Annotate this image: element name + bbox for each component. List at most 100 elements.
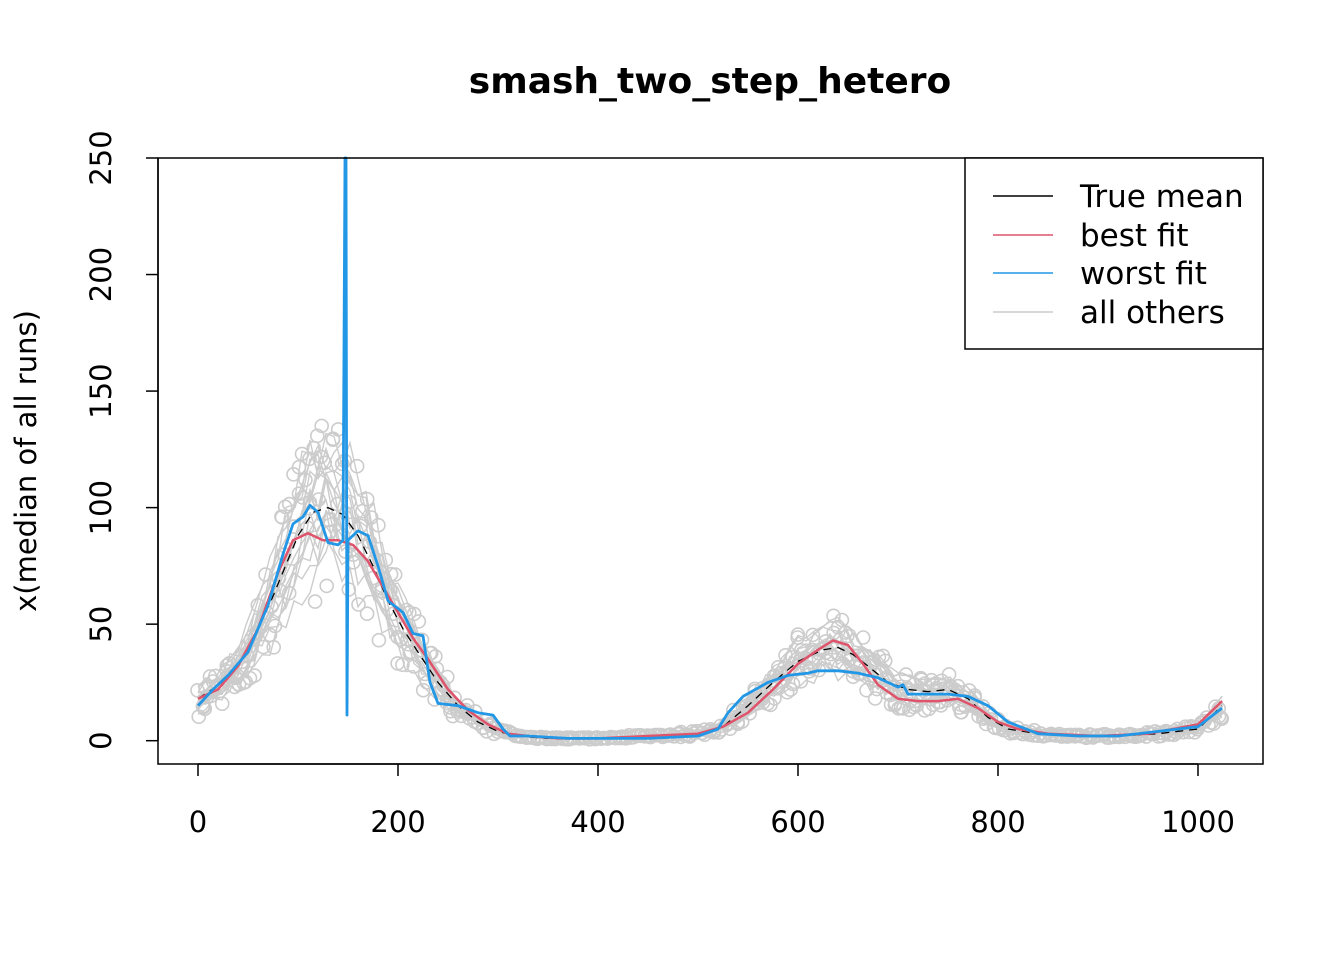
others-point [419, 675, 435, 690]
legend: True mean best fit worst fit all others [964, 157, 1264, 350]
others-point [307, 594, 323, 609]
others-point [291, 486, 307, 502]
x-axis: 0 200 400 600 800 1000 [189, 763, 1235, 839]
others-point [898, 667, 914, 682]
others-point [767, 691, 782, 706]
others-point [387, 567, 403, 582]
others-point [294, 446, 310, 462]
x-tick-label: 400 [570, 805, 625, 839]
legend-label-true-mean: True mean [1079, 179, 1244, 215]
others-point [778, 647, 793, 663]
others-point [258, 567, 273, 582]
others-point [435, 678, 451, 693]
others-point [1197, 713, 1212, 729]
others-point [247, 668, 262, 683]
chart-title: smash_two_step_hetero [469, 61, 951, 102]
y-axis-label: x(median of all runs) [9, 310, 43, 612]
others-point [417, 666, 433, 682]
others-point [277, 499, 293, 515]
others-point [395, 657, 410, 673]
others-point [267, 618, 283, 634]
y-tick-label: 0 [84, 731, 118, 749]
others-point [1214, 711, 1230, 727]
others-point [983, 712, 999, 727]
others-point [406, 606, 422, 622]
others-point [867, 691, 883, 706]
others-point [790, 627, 806, 642]
others-point [349, 458, 365, 474]
others-point [214, 696, 230, 712]
others-point [406, 659, 422, 674]
x-tick-label: 1000 [1161, 805, 1235, 839]
series-true-mean-line [197, 506, 1223, 740]
others-point [266, 639, 282, 655]
others-point [402, 645, 418, 661]
others-point [291, 459, 307, 475]
others-point [1211, 701, 1226, 716]
others-point [371, 517, 386, 533]
others-point [197, 701, 213, 717]
others-point [319, 578, 335, 594]
others-run-line [197, 502, 1223, 740]
others-point [803, 661, 819, 676]
others-point [351, 597, 366, 612]
others-point [359, 606, 375, 622]
others-point [785, 676, 801, 692]
legend-label-all-others: all others [1080, 295, 1225, 331]
others-point [302, 494, 318, 510]
others-point [941, 667, 957, 682]
series-worst-fit-line [196, 156, 1223, 740]
y-tick-label: 150 [84, 363, 118, 418]
others-point [211, 679, 227, 695]
series-layer [196, 156, 1223, 740]
others-point [805, 627, 821, 643]
others-point [793, 642, 809, 658]
others-point [790, 630, 805, 645]
others-point [190, 682, 205, 698]
legend-label-best-fit: best fit [1080, 218, 1189, 254]
others-point [378, 552, 394, 568]
others-point [298, 472, 313, 488]
legend-label-worst-fit: worst fit [1080, 256, 1207, 292]
others-run-line [197, 441, 1223, 739]
others-point [274, 509, 289, 525]
others-point [411, 614, 427, 629]
others-point [1213, 710, 1229, 725]
others-point [311, 492, 326, 507]
others-point [942, 678, 958, 694]
others-point [393, 632, 409, 647]
others-point [859, 682, 874, 698]
others-run-line [197, 511, 1223, 740]
others-point [359, 491, 375, 507]
others-point [839, 628, 855, 644]
series-best-fit-line [197, 532, 1223, 740]
others-point [390, 629, 405, 645]
others-point [362, 534, 378, 550]
others-point [281, 496, 297, 512]
x-tick-label: 600 [770, 805, 825, 839]
others-point [830, 619, 846, 635]
others-point [314, 418, 330, 434]
y-tick-label: 200 [84, 247, 118, 302]
x-tick-label: 0 [189, 805, 207, 839]
others-point [223, 666, 239, 682]
others-point [383, 566, 399, 582]
y-tick-label: 100 [84, 480, 118, 535]
others-point [321, 512, 337, 528]
others-point [877, 653, 893, 669]
others-point [295, 490, 310, 505]
others-point [256, 639, 271, 655]
others-point [309, 428, 325, 444]
y-axis: 0 50 100 150 200 250 [84, 130, 159, 750]
others-point [209, 678, 224, 694]
y-tick-label: 50 [84, 606, 118, 643]
others-point [742, 705, 758, 721]
others-point [317, 455, 333, 471]
others-point [371, 632, 387, 648]
others-point [823, 646, 839, 662]
others-point [281, 585, 297, 601]
others-point [855, 630, 871, 645]
others-point [415, 682, 431, 698]
others-point [713, 718, 728, 734]
